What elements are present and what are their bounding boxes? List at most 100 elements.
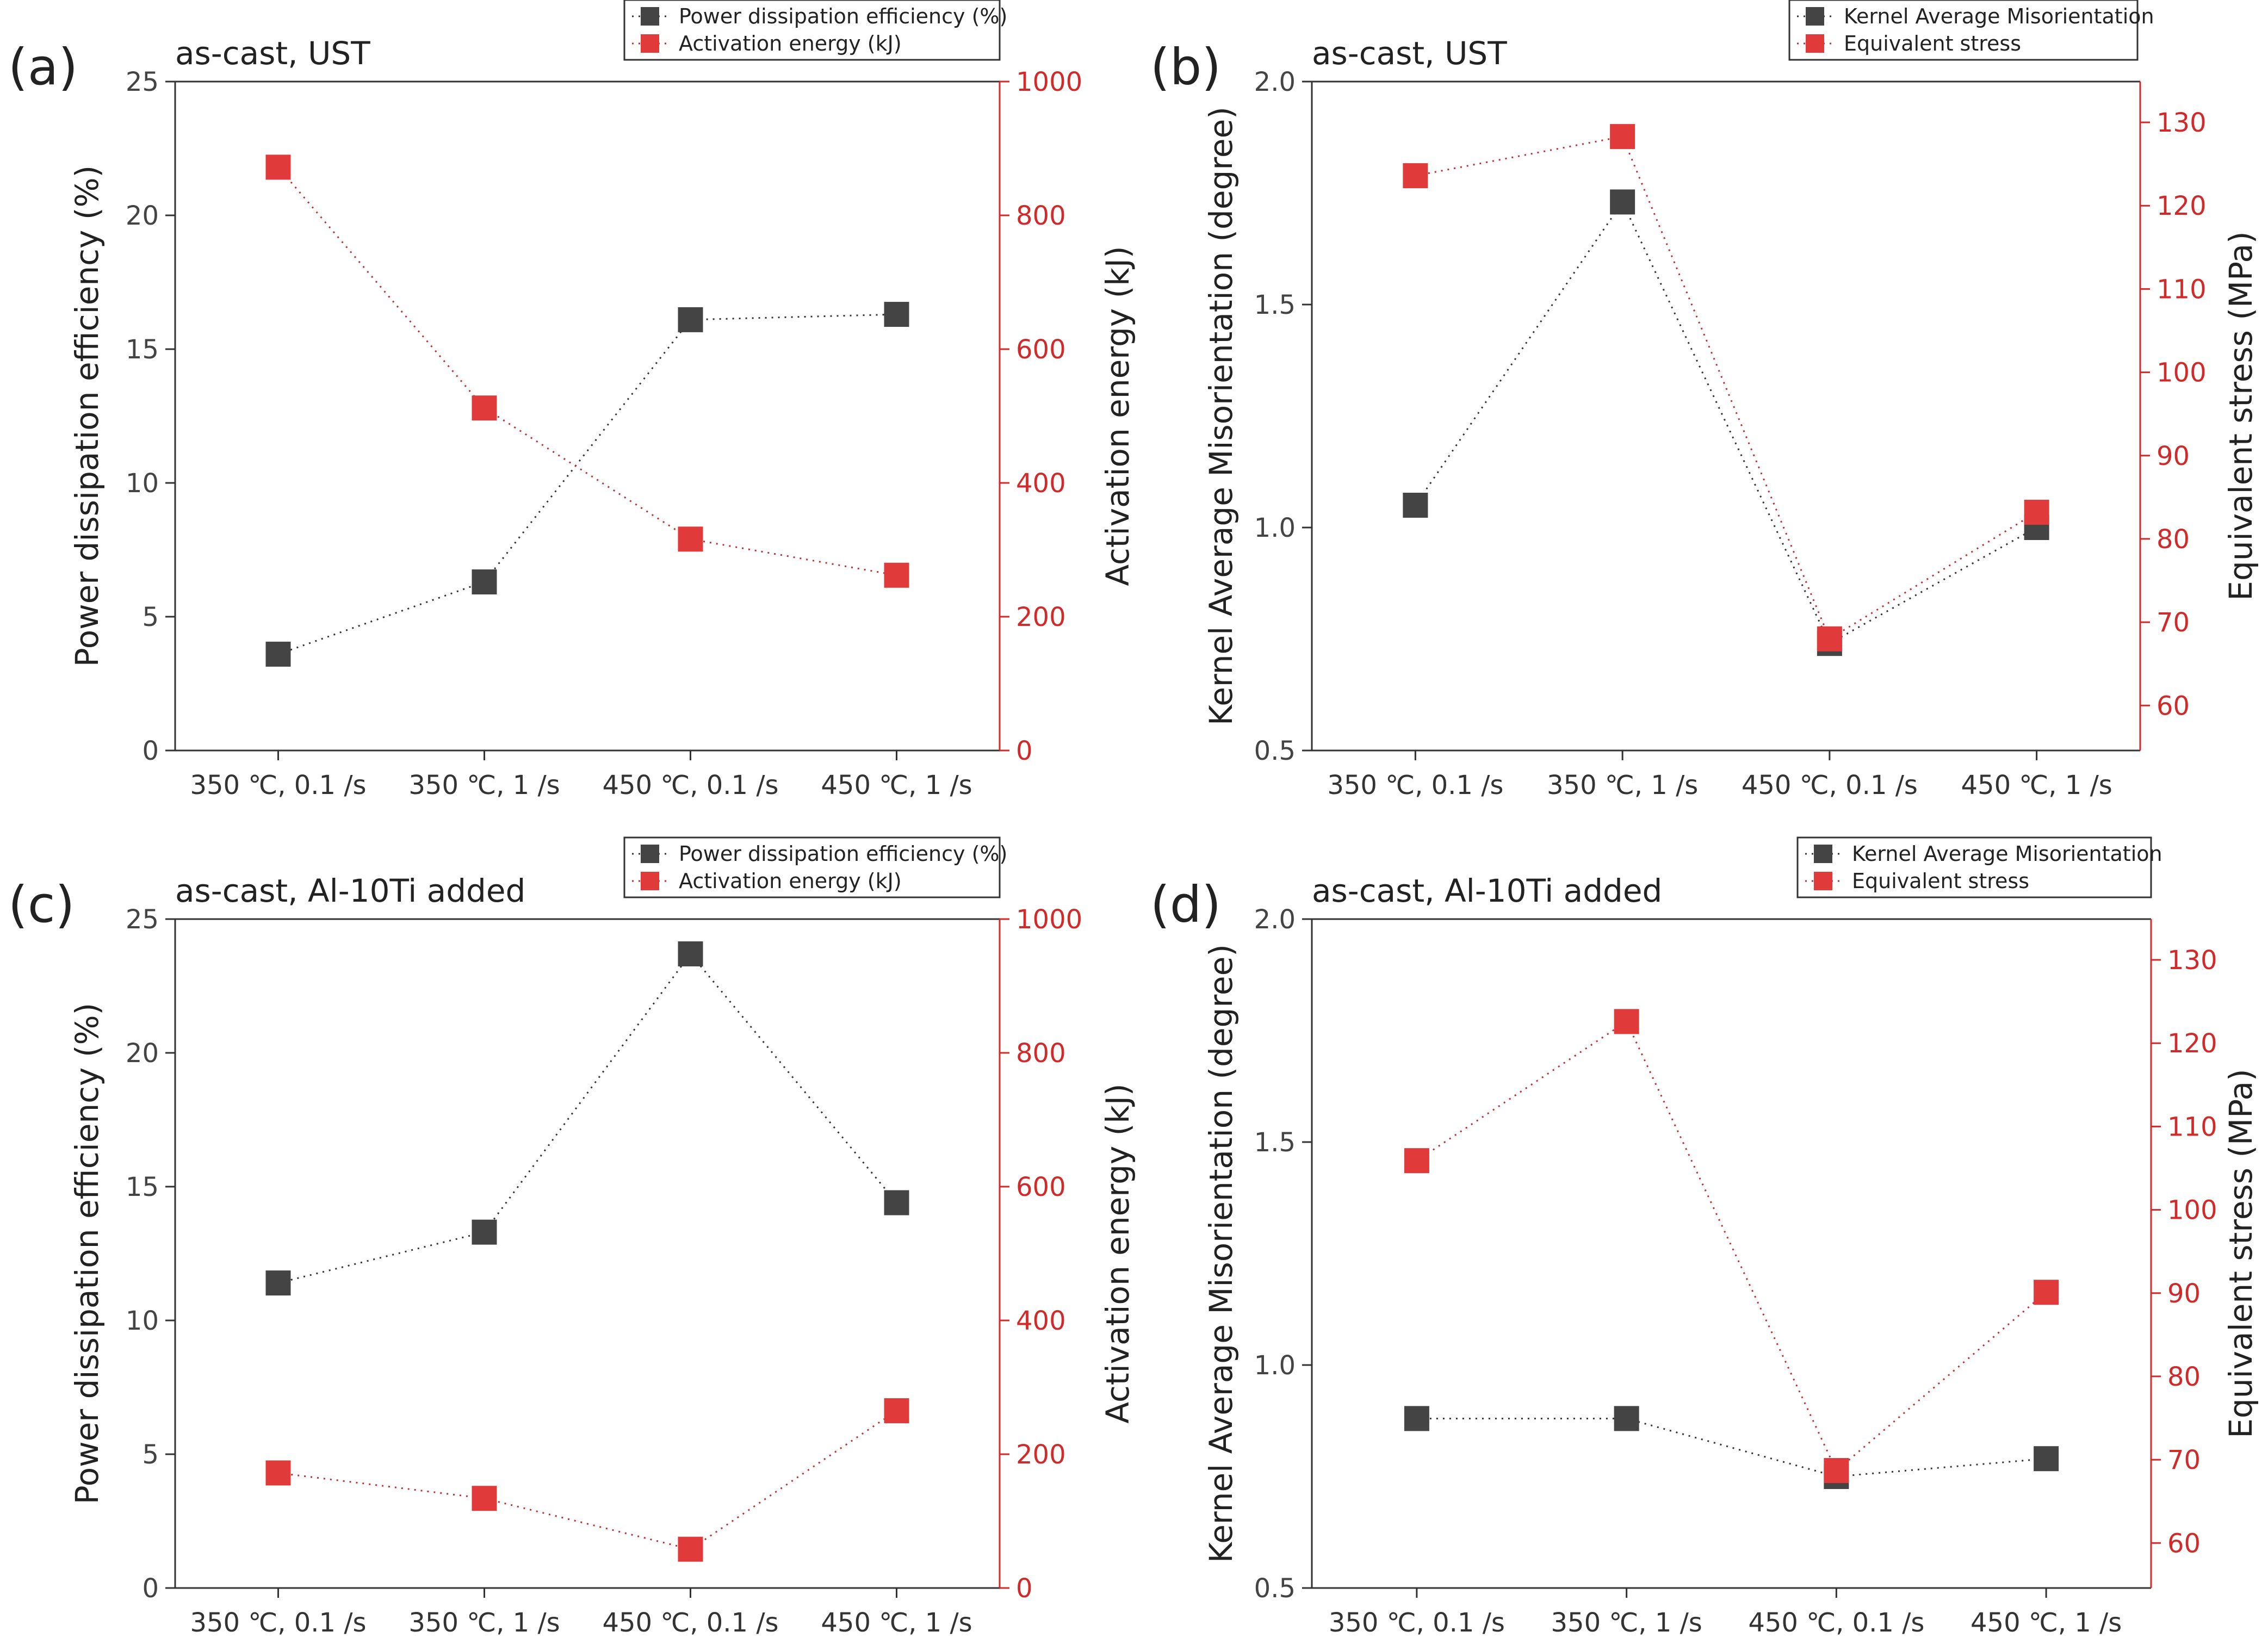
left-tick-label: 0 <box>142 736 159 766</box>
legend: Power dissipation efficiency (%) Activati… <box>623 836 1007 898</box>
y-axis-label: Power dissipation efficiency (%) <box>69 1003 106 1504</box>
legend-label: Kernel Average Misorientation <box>1852 842 2162 866</box>
y2-axis-label: Equivalent stress (MPa) <box>2222 1069 2259 1438</box>
data-point <box>884 1190 909 1215</box>
legend-label: Activation energy (kJ) <box>679 32 902 55</box>
right-tick-label: 120 <box>2167 1028 2217 1059</box>
legend-marker <box>641 34 659 53</box>
data-point <box>1403 493 1428 518</box>
series-line-right <box>1416 1020 2047 1472</box>
x-tick-label: 350 ℃, 0.1 /s <box>190 770 366 801</box>
x-tick-label: 350 ℃, 1 /s <box>408 770 560 801</box>
data-point <box>1614 1009 1639 1034</box>
data-point <box>265 1270 291 1296</box>
data-point <box>2024 499 2049 525</box>
left-tick-label: 5 <box>142 602 159 632</box>
chart-panel-d: (d) as-cast, Al-10Ti added 0.5 1.0 1.5 2.0 60 7… <box>1150 836 2259 1638</box>
data-point <box>472 1486 497 1511</box>
y2-axis-label: Activation energy (kJ) <box>1099 1083 1136 1423</box>
left-tick-label: 15 <box>126 334 159 365</box>
legend-label: Activation energy (kJ) <box>679 869 902 893</box>
right-tick-label: 130 <box>2157 108 2207 138</box>
legend-marker <box>1814 872 1832 890</box>
x-tick-label: 350 ℃, 1 /s <box>1547 770 1698 801</box>
left-tick-label: 25 <box>126 904 159 935</box>
data-point <box>472 395 497 421</box>
left-tick-label: 15 <box>126 1172 159 1202</box>
x-tick-label: 450 ℃, 0.1 /s <box>1748 1608 1924 1638</box>
chart-panel-a: (a) as-cast, UST 0 5 10 15 20 25 0 200 400 600 800 10… <box>8 0 1136 801</box>
data-point <box>678 941 703 966</box>
legend-marker <box>1806 34 1824 53</box>
data-point <box>1404 1148 1429 1174</box>
legend-marker <box>641 7 659 26</box>
data-point <box>1610 124 1635 150</box>
legend-label: Kernel Average Misorientation <box>1844 4 2154 28</box>
data-point <box>1824 1458 1849 1484</box>
left-tick-label: 0.5 <box>1254 1573 1296 1604</box>
chart-title: as-cast, Al-10Ti added <box>1312 872 1662 909</box>
right-tick-label: 100 <box>2167 1195 2217 1226</box>
data-point <box>472 1219 497 1245</box>
x-tick-label: 450 ℃, 0.1 /s <box>1742 770 1918 801</box>
right-tick-label: 110 <box>2167 1112 2217 1142</box>
right-tick-label: 600 <box>1016 334 1066 365</box>
legend-marker <box>1806 7 1824 26</box>
left-tick-label: 2.0 <box>1254 904 1296 935</box>
x-tick-label: 350 ℃, 0.1 /s <box>1329 1608 1505 1638</box>
legend-box <box>623 0 1001 61</box>
legend: Power dissipation efficiency (%) Activati… <box>623 0 1007 61</box>
right-tick-label: 110 <box>2157 274 2207 305</box>
left-tick-label: 10 <box>126 468 159 499</box>
left-tick-label: 2.0 <box>1254 67 1296 97</box>
data-point <box>265 1460 291 1486</box>
data-point <box>1403 163 1428 189</box>
data-point <box>1817 626 1842 652</box>
right-tick-label: 1000 <box>1016 904 1082 935</box>
right-tick-label: 1000 <box>1016 67 1082 97</box>
series-line-right <box>277 166 897 576</box>
x-tick-label: 350 ℃, 1 /s <box>1551 1608 1702 1638</box>
legend: Kernel Average Misorientation Equivalent … <box>1788 0 2154 61</box>
legend-box <box>1796 836 2152 898</box>
right-tick-label: 0 <box>1016 1573 1033 1604</box>
y2-axis-label: Equivalent stress (MPa) <box>2222 231 2259 600</box>
left-tick-label: 1.0 <box>1254 1350 1296 1381</box>
data-point <box>2034 1446 2059 1472</box>
legend-label: Power dissipation efficiency (%) <box>679 842 1007 866</box>
left-tick-label: 20 <box>126 201 159 231</box>
x-tick-label: 450 ℃, 1 /s <box>821 770 972 801</box>
left-tick-label: 0 <box>142 1573 159 1604</box>
panel-letter: (a) <box>8 38 78 96</box>
right-tick-label: 90 <box>2157 441 2190 472</box>
right-tick-label: 60 <box>2157 691 2190 721</box>
x-tick-label: 450 ℃, 0.1 /s <box>602 1608 778 1638</box>
left-tick-label: 0.5 <box>1254 736 1296 766</box>
left-tick-label: 1.0 <box>1254 513 1296 543</box>
series-line-left <box>278 313 897 655</box>
y-axis-label: Kernel Average Misorientation (degree) <box>1203 944 1240 1563</box>
x-tick-label: 450 ℃, 0.1 /s <box>602 770 778 801</box>
legend-marker <box>641 872 659 890</box>
legend-marker <box>1814 845 1832 863</box>
x-tick-label: 450 ℃, 1 /s <box>821 1608 972 1638</box>
left-tick-label: 1.5 <box>1254 290 1296 320</box>
right-tick-label: 400 <box>1016 468 1066 499</box>
left-tick-label: 5 <box>142 1440 159 1470</box>
y-axis-label: Power dissipation efficiency (%) <box>69 165 106 667</box>
legend-marker <box>641 845 659 863</box>
right-tick-label: 200 <box>1016 1440 1066 1470</box>
legend-label: Equivalent stress <box>1852 869 2029 893</box>
right-tick-label: 600 <box>1016 1172 1066 1202</box>
right-tick-label: 0 <box>1016 736 1033 766</box>
legend-label: Power dissipation efficiency (%) <box>679 4 1007 28</box>
data-point <box>1614 1406 1639 1431</box>
right-tick-label: 80 <box>2157 524 2190 555</box>
right-tick-label: 60 <box>2167 1528 2201 1559</box>
right-tick-label: 70 <box>2157 607 2190 638</box>
legend-label: Equivalent stress <box>1844 32 2021 55</box>
left-tick-label: 10 <box>126 1306 159 1336</box>
x-tick-label: 450 ℃, 1 /s <box>1970 1608 2122 1638</box>
right-tick-label: 120 <box>2157 191 2207 221</box>
